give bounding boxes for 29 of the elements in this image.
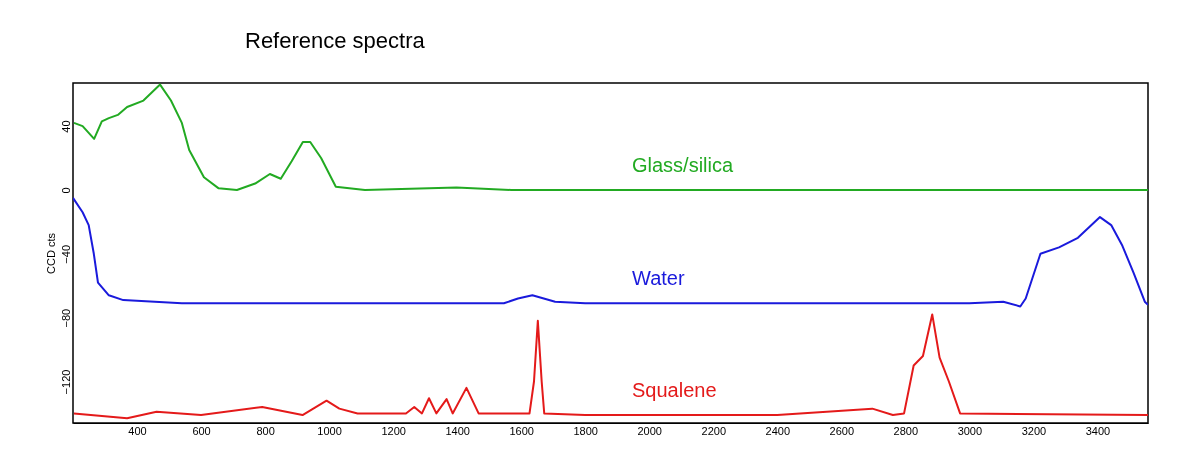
y-tick-label: −120 bbox=[59, 369, 72, 395]
line-series bbox=[73, 83, 1148, 191]
x-tick-label: 2200 bbox=[701, 424, 726, 437]
y-tick-label: 40 bbox=[59, 120, 72, 133]
x-tick-label: 3400 bbox=[1085, 424, 1111, 437]
series-label: Glass/silica bbox=[632, 153, 735, 176]
series-label: Squalene bbox=[632, 379, 717, 402]
x-tick-label: 2800 bbox=[893, 424, 919, 437]
y-tick-label: −40 bbox=[59, 244, 72, 264]
x-tick-label: 1000 bbox=[317, 424, 342, 437]
x-tick-label: 800 bbox=[256, 424, 275, 437]
y-tick-label: −80 bbox=[59, 308, 72, 328]
y-axis-title: CCD cts bbox=[44, 232, 57, 274]
x-tick-label: 2000 bbox=[637, 424, 662, 437]
x-tick-label: 600 bbox=[192, 424, 211, 437]
x-tick-label: 2600 bbox=[829, 424, 855, 437]
chart-title: Reference spectra bbox=[245, 28, 426, 53]
series-label: Water bbox=[632, 267, 685, 290]
x-tick-label: 400 bbox=[128, 424, 147, 437]
x-tick-label: 3200 bbox=[1021, 424, 1047, 437]
y-tick-label: 0 bbox=[59, 187, 72, 194]
x-tick-label: 1400 bbox=[445, 424, 470, 437]
line-series bbox=[73, 313, 1148, 420]
line-series bbox=[73, 196, 1148, 308]
x-tick-label: 3000 bbox=[957, 424, 983, 437]
x-tick-label: 1200 bbox=[381, 424, 406, 437]
x-tick-label: 2400 bbox=[765, 424, 791, 437]
x-tick-label: 1600 bbox=[509, 424, 534, 437]
x-tick-label: 1800 bbox=[573, 424, 598, 437]
